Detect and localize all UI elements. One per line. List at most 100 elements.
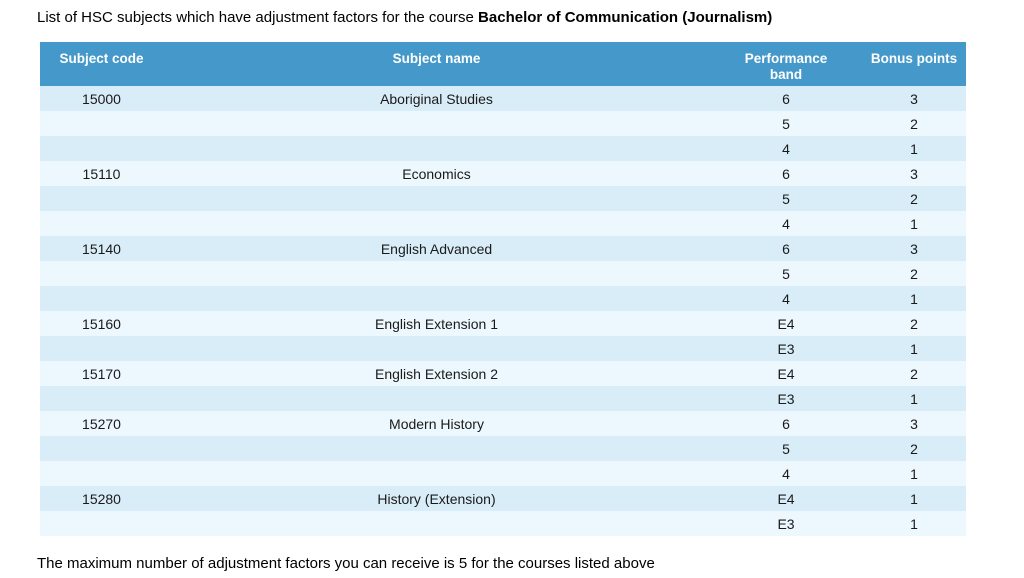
cell-subject-code: 15140: [40, 236, 163, 261]
cell-performance-band: 4: [710, 136, 862, 161]
intro-text: List of HSC subjects which have adjustme…: [37, 8, 1024, 27]
footer-note: The maximum number of adjustment factors…: [37, 555, 655, 572]
table-body: 15000 Aboriginal Studies 6 3 5 2 4 1 151…: [40, 86, 966, 536]
cell-subject-code: 15160: [40, 311, 163, 336]
cell-performance-band: 4: [710, 286, 862, 311]
cell-performance-band: E4: [710, 311, 862, 336]
cell-performance-band: 6: [710, 161, 862, 186]
cell-performance-band: E4: [710, 486, 862, 511]
table-row: 15280 History (Extension) E4 1: [40, 486, 966, 511]
column-header-subject-code: Subject code: [40, 42, 163, 86]
cell-subject-name: Economics: [163, 161, 710, 186]
cell-subject-code: [40, 211, 163, 236]
table-row: 5 2: [40, 111, 966, 136]
cell-subject-code: [40, 111, 163, 136]
cell-bonus-points: 2: [862, 436, 966, 461]
table-header-row: Subject code Subject name Performance ba…: [40, 42, 966, 86]
cell-subject-code: [40, 261, 163, 286]
cell-subject-code: [40, 286, 163, 311]
table-row: 5 2: [40, 436, 966, 461]
cell-performance-band: 4: [710, 211, 862, 236]
cell-subject-name: [163, 461, 710, 486]
table-row: 15270 Modern History 6 3: [40, 411, 966, 436]
table-row: 4 1: [40, 286, 966, 311]
cell-bonus-points: 2: [862, 111, 966, 136]
cell-subject-name: English Extension 1: [163, 311, 710, 336]
cell-bonus-points: 3: [862, 161, 966, 186]
table-row: 5 2: [40, 261, 966, 286]
cell-subject-name: [163, 111, 710, 136]
cell-subject-code: [40, 461, 163, 486]
cell-bonus-points: 1: [862, 286, 966, 311]
table-row: 4 1: [40, 461, 966, 486]
course-name: Bachelor of Communication (Journalism): [478, 9, 773, 26]
cell-subject-name: [163, 336, 710, 361]
cell-subject-name: History (Extension): [163, 486, 710, 511]
cell-bonus-points: 1: [862, 386, 966, 411]
cell-bonus-points: 3: [862, 86, 966, 111]
table-row: 15170 English Extension 2 E4 2: [40, 361, 966, 386]
intro-text-prefix: List of HSC subjects which have adjustme…: [37, 9, 479, 26]
table-header: Subject code Subject name Performance ba…: [40, 42, 966, 86]
column-header-performance-band: Performance band: [710, 42, 862, 86]
column-header-bonus-points: Bonus points: [862, 42, 966, 86]
cell-performance-band: 6: [710, 411, 862, 436]
cell-bonus-points: 1: [862, 336, 966, 361]
table-row: 15000 Aboriginal Studies 6 3: [40, 86, 966, 111]
cell-performance-band: 5: [710, 111, 862, 136]
cell-performance-band: 4: [710, 461, 862, 486]
cell-subject-name: [163, 386, 710, 411]
cell-subject-code: [40, 336, 163, 361]
cell-subject-name: [163, 511, 710, 536]
cell-subject-code: [40, 186, 163, 211]
cell-performance-band: 5: [710, 436, 862, 461]
cell-bonus-points: 1: [862, 486, 966, 511]
adjustment-factors-table: Subject code Subject name Performance ba…: [40, 42, 966, 536]
cell-subject-code: 15280: [40, 486, 163, 511]
cell-bonus-points: 1: [862, 136, 966, 161]
table-row: 15160 English Extension 1 E4 2: [40, 311, 966, 336]
cell-performance-band: 6: [710, 236, 862, 261]
cell-bonus-points: 3: [862, 236, 966, 261]
cell-performance-band: E3: [710, 511, 862, 536]
cell-subject-name: [163, 261, 710, 286]
cell-bonus-points: 2: [862, 186, 966, 211]
table-row: 4 1: [40, 211, 966, 236]
cell-subject-name: Aboriginal Studies: [163, 86, 710, 111]
cell-performance-band: 5: [710, 261, 862, 286]
table-row: 15110 Economics 6 3: [40, 161, 966, 186]
cell-subject-name: Modern History: [163, 411, 710, 436]
cell-subject-name: [163, 286, 710, 311]
table-row: 4 1: [40, 136, 966, 161]
cell-performance-band: E4: [710, 361, 862, 386]
cell-bonus-points: 1: [862, 211, 966, 236]
cell-subject-code: 15000: [40, 86, 163, 111]
cell-subject-code: [40, 386, 163, 411]
cell-subject-code: [40, 511, 163, 536]
cell-subject-code: 15170: [40, 361, 163, 386]
table-row: E3 1: [40, 511, 966, 536]
cell-bonus-points: 2: [862, 261, 966, 286]
cell-performance-band: E3: [710, 336, 862, 361]
cell-bonus-points: 3: [862, 411, 966, 436]
cell-subject-code: 15110: [40, 161, 163, 186]
cell-performance-band: E3: [710, 386, 862, 411]
table-row: E3 1: [40, 336, 966, 361]
cell-subject-name: [163, 436, 710, 461]
table-row: E3 1: [40, 386, 966, 411]
cell-bonus-points: 2: [862, 361, 966, 386]
cell-subject-name: English Extension 2: [163, 361, 710, 386]
cell-performance-band: 5: [710, 186, 862, 211]
column-header-subject-name: Subject name: [163, 42, 710, 86]
cell-subject-name: [163, 211, 710, 236]
table-row: 15140 English Advanced 6 3: [40, 236, 966, 261]
cell-subject-code: 15270: [40, 411, 163, 436]
cell-subject-name: [163, 136, 710, 161]
cell-performance-band: 6: [710, 86, 862, 111]
cell-subject-name: English Advanced: [163, 236, 710, 261]
cell-subject-code: [40, 436, 163, 461]
cell-bonus-points: 1: [862, 511, 966, 536]
cell-subject-code: [40, 136, 163, 161]
table-row: 5 2: [40, 186, 966, 211]
cell-bonus-points: 2: [862, 311, 966, 336]
